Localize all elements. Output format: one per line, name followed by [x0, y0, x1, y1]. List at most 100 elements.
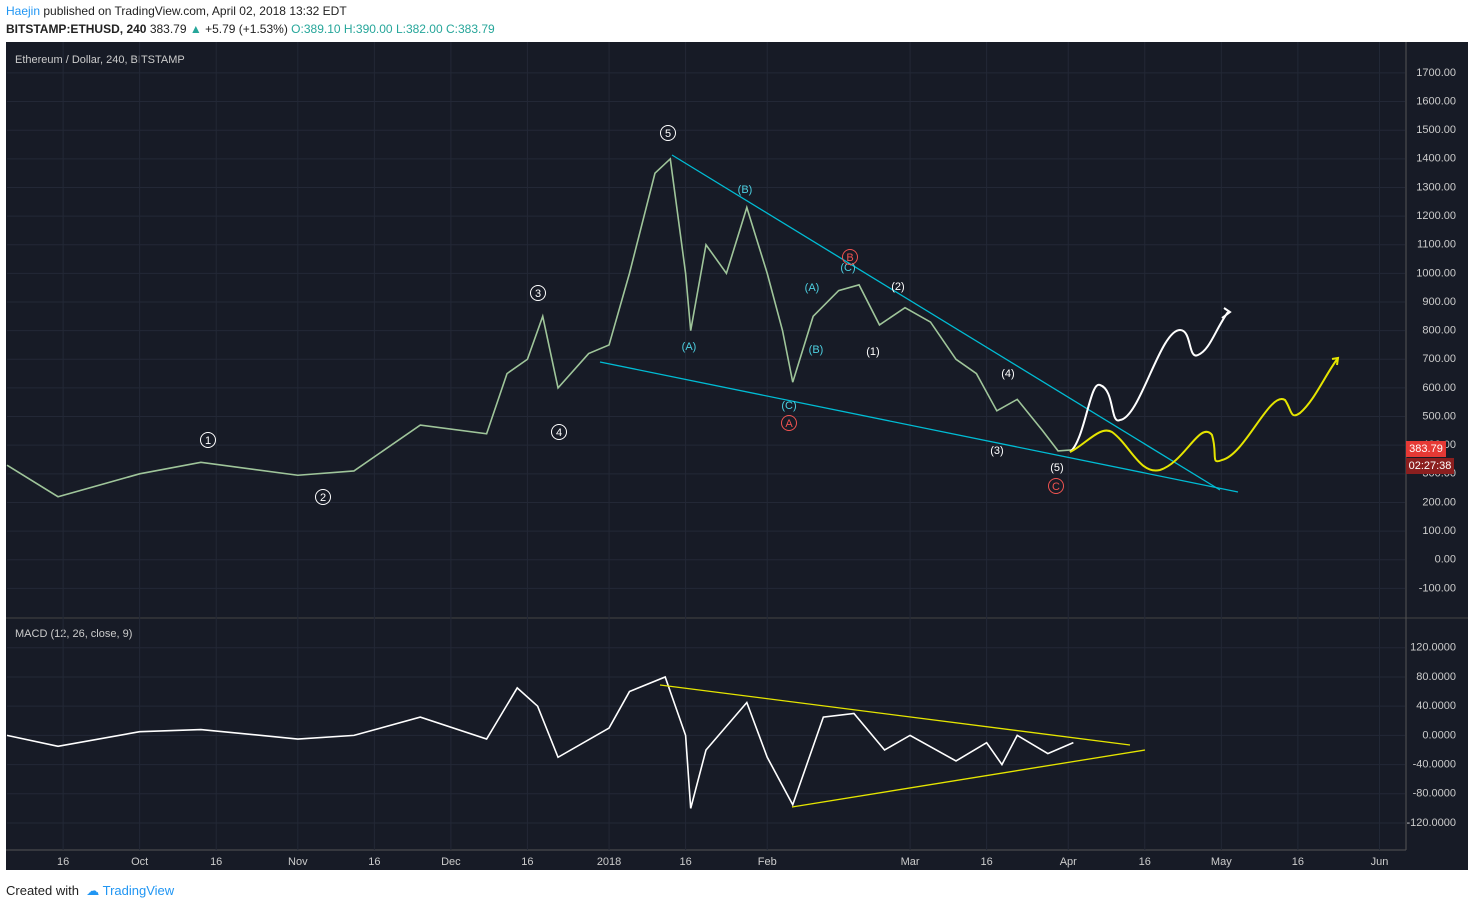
wave-label: (5) — [1050, 462, 1063, 474]
trendline — [671, 154, 1221, 491]
y-tick-label: 700.00 — [1422, 353, 1456, 365]
y-tick-label: 40.0000 — [1416, 700, 1456, 712]
open: O:389.10 — [291, 22, 341, 36]
symbol-line: BITSTAMP:ETHUSD, 240 383.79 ▲ +5.79 (+1.… — [6, 22, 495, 36]
y-tick-label: 1000.00 — [1416, 267, 1456, 279]
y-tick-label: 0.00 — [1435, 554, 1456, 566]
y-tick-label: 800.00 — [1422, 325, 1456, 337]
countdown-tag — [1406, 458, 1454, 474]
x-tick-label: 16 — [980, 856, 992, 868]
wave-label: 4 — [556, 427, 562, 439]
wave-label: (C) — [781, 400, 796, 412]
symbol: BITSTAMP:ETHUSD, 240 — [6, 22, 147, 36]
author[interactable]: Haejin — [6, 4, 41, 18]
drawings — [599, 154, 1340, 808]
wave-label: (B) — [809, 344, 824, 356]
footer: Created with ☁ TradingView — [6, 883, 174, 899]
wave-label: (B) — [738, 184, 753, 196]
data — [6, 157, 1074, 809]
projection — [1069, 357, 1339, 472]
arrow: ▲ — [189, 22, 202, 36]
y-tick-label: 120.0000 — [1410, 642, 1456, 654]
y-tick-label: 500.00 — [1422, 410, 1456, 422]
annotation-circle — [530, 285, 546, 301]
chart: Ethereum / Dollar, 240, BITSTAMP MACD (1… — [6, 42, 1468, 870]
created: Created with — [6, 883, 79, 898]
brand-text[interactable]: TradingView — [102, 883, 175, 898]
arrow-head — [1331, 356, 1340, 366]
x-tick-label: 16 — [1139, 856, 1151, 868]
x-tick-label: Feb — [758, 856, 777, 868]
x-tick-label: May — [1211, 856, 1232, 868]
y-tick-label: 1400.00 — [1416, 153, 1456, 165]
wave-label: (4) — [1001, 368, 1014, 380]
trendline — [659, 684, 1131, 746]
change: +5.79 (+1.53%) — [205, 22, 288, 36]
y-tick-label: 0.0000 — [1422, 729, 1456, 741]
x-tick-label: 16 — [368, 856, 380, 868]
wave-label: C — [1052, 481, 1060, 493]
x-tick-label: 16 — [1292, 856, 1304, 868]
x-tick-label: Jun — [1371, 856, 1389, 868]
annotation-circle — [781, 415, 797, 431]
annotation-circle — [842, 249, 858, 265]
x-tick-label: Dec — [441, 856, 461, 868]
annotation-circle — [660, 125, 676, 141]
y-tick-label: -40.0000 — [1413, 758, 1456, 770]
last: 383.79 — [149, 22, 187, 36]
wave-label: (C) — [840, 262, 855, 274]
x-tick-label: 2018 — [597, 856, 621, 868]
y-tick-label: 80.0000 — [1416, 671, 1456, 683]
annotation-circle — [551, 424, 567, 440]
wave-label: (1) — [866, 346, 879, 358]
wave-label: 5 — [665, 128, 671, 140]
high: H:390.00 — [343, 22, 393, 36]
y-tick-label: 1500.00 — [1416, 124, 1456, 136]
x-tick-label: 16 — [210, 856, 222, 868]
wave-label: (A) — [682, 341, 697, 353]
annotation-circle — [315, 489, 331, 505]
x-tick-label: 16 — [679, 856, 691, 868]
y-tick-label: 1200.00 — [1416, 210, 1456, 222]
price-tag-label: 383.79 — [1409, 443, 1443, 455]
series-line — [6, 675, 1074, 809]
x-tick-label: 16 — [57, 856, 69, 868]
wave-label: (A) — [805, 282, 820, 294]
x-tick-label: 16 — [521, 856, 533, 868]
annotation-circle — [200, 432, 216, 448]
wave-label: (3) — [990, 445, 1003, 457]
y-tick-label: 100.00 — [1422, 525, 1456, 537]
x-tick-label: Oct — [131, 856, 148, 868]
y-tick-label: 600.00 — [1422, 382, 1456, 394]
wave-label: A — [785, 418, 793, 430]
close: C:383.79 — [446, 22, 495, 36]
annotation-circle — [1048, 478, 1064, 494]
y-tick-label: 1700.00 — [1416, 67, 1456, 79]
x-tick-label: Nov — [288, 856, 308, 868]
price-tag — [1406, 441, 1446, 457]
x-tick-label: Apr — [1060, 856, 1077, 868]
published: published on TradingView.com, April 02, … — [43, 4, 347, 18]
wave-label: 1 — [205, 435, 211, 447]
trendline — [791, 749, 1146, 808]
wave-label: B — [846, 252, 853, 264]
y-tick-label: 900.00 — [1422, 296, 1456, 308]
y-tick-label: -120.0000 — [1406, 817, 1456, 829]
trendline — [599, 361, 1239, 493]
pane-title: Ethereum / Dollar, 240, BITSTAMP — [15, 54, 185, 66]
wave-label: 3 — [535, 288, 541, 300]
projection — [1069, 311, 1229, 453]
low: L:382.00 — [395, 22, 443, 36]
brand[interactable]: ☁ TradingView — [86, 883, 175, 898]
y-tick-label: 200.00 — [1422, 496, 1456, 508]
y-tick-label: 1600.00 — [1416, 95, 1456, 107]
annotations: 12345(A)(B)(C)A(A)(B)(C)B(1)(2)(3)(4)(5)… — [200, 125, 1064, 505]
y-tick-label: 1300.00 — [1416, 181, 1456, 193]
pane-title: MACD (12, 26, close, 9) — [15, 628, 132, 640]
grid: 16 Oct 16 Nov 16 Dec 16 2018 16 Feb Mar 16 Apr 16 May 1… — [7, 42, 1456, 868]
wave-label: (2) — [891, 281, 904, 293]
series-line — [6, 157, 1074, 498]
y-tick-label: 1100.00 — [1417, 239, 1456, 251]
arrow-head — [1221, 307, 1232, 319]
